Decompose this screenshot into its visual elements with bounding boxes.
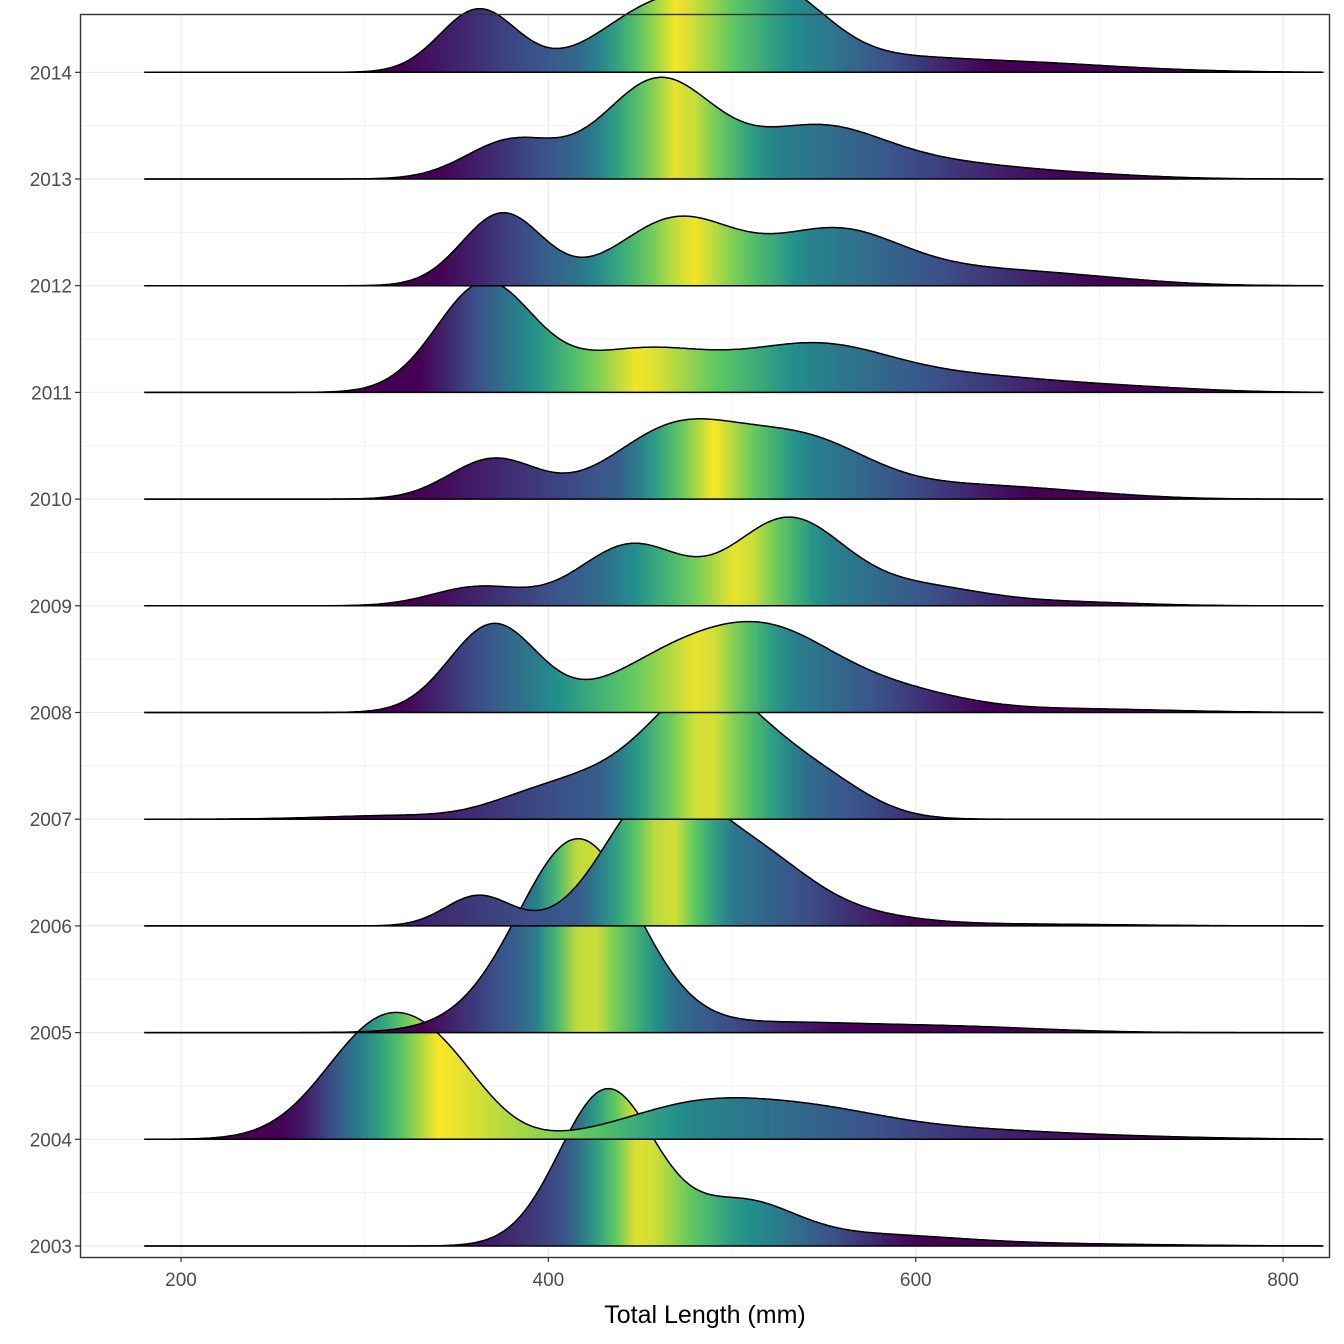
ridge-fill: [144, 0, 1324, 73]
ridge-2003: [144, 1087, 1324, 1247]
ridge-2014: [144, 0, 1324, 74]
ridge-2005: [144, 837, 1324, 1034]
ridge-fill: [144, 212, 1324, 286]
x-axis-title: Total Length (mm): [604, 1301, 805, 1329]
ridge-fill: [144, 1088, 1324, 1246]
ridge-2011: [144, 280, 1324, 394]
ridge-2006: [144, 782, 1324, 927]
y-tick-label-2009: 2009: [30, 597, 72, 618]
x-tick-label-200: 200: [165, 1270, 197, 1291]
ridge-fill: [144, 1012, 1324, 1140]
y-tick-label-2007: 2007: [30, 810, 72, 831]
y-tick-label-2013: 2013: [30, 170, 72, 191]
ridge-2008: [144, 620, 1324, 714]
y-tick-label-2012: 2012: [30, 277, 72, 298]
y-tick-label-2004: 2004: [30, 1130, 73, 1151]
ridge-fill: [144, 684, 1324, 820]
ridge-fill: [144, 621, 1324, 713]
x-axis: 200 400 600 800: [165, 1257, 1299, 1291]
panel-border: [79, 13, 1331, 1259]
y-tick-label-2003: 2003: [30, 1237, 72, 1258]
y-tick-label-2008: 2008: [30, 704, 72, 725]
y-tick-label-2014: 2014: [30, 63, 73, 84]
ridge-2010: [144, 418, 1324, 500]
ridge-2004: [144, 1011, 1324, 1141]
y-tick-label-2010: 2010: [30, 490, 72, 511]
x-tick-label-800: 800: [1267, 1270, 1299, 1291]
x-tick-label-600: 600: [900, 1270, 932, 1291]
ridge-outline: [144, 280, 1323, 394]
y-tick-label-2006: 2006: [30, 917, 72, 938]
ridge-fill: [144, 418, 1324, 500]
ridges: [144, 0, 1324, 1247]
ridge-2013: [144, 76, 1324, 180]
y-tick-label-2005: 2005: [30, 1024, 72, 1045]
ridge-fill: [144, 517, 1324, 606]
ridge-fill: [144, 281, 1324, 393]
ridge-2012: [144, 211, 1324, 287]
ridge-outline: [144, 1011, 1323, 1141]
y-axis: 2003 2004 2005 2006 2007 2008 2009 2010 2011 2012…: [30, 63, 80, 1258]
y-tick-label-2011: 2011: [31, 383, 72, 404]
ridge-fill: [144, 783, 1324, 926]
ridge-2009: [144, 516, 1324, 607]
ridge-fill: [144, 77, 1324, 179]
x-tick-label-400: 400: [533, 1270, 565, 1291]
